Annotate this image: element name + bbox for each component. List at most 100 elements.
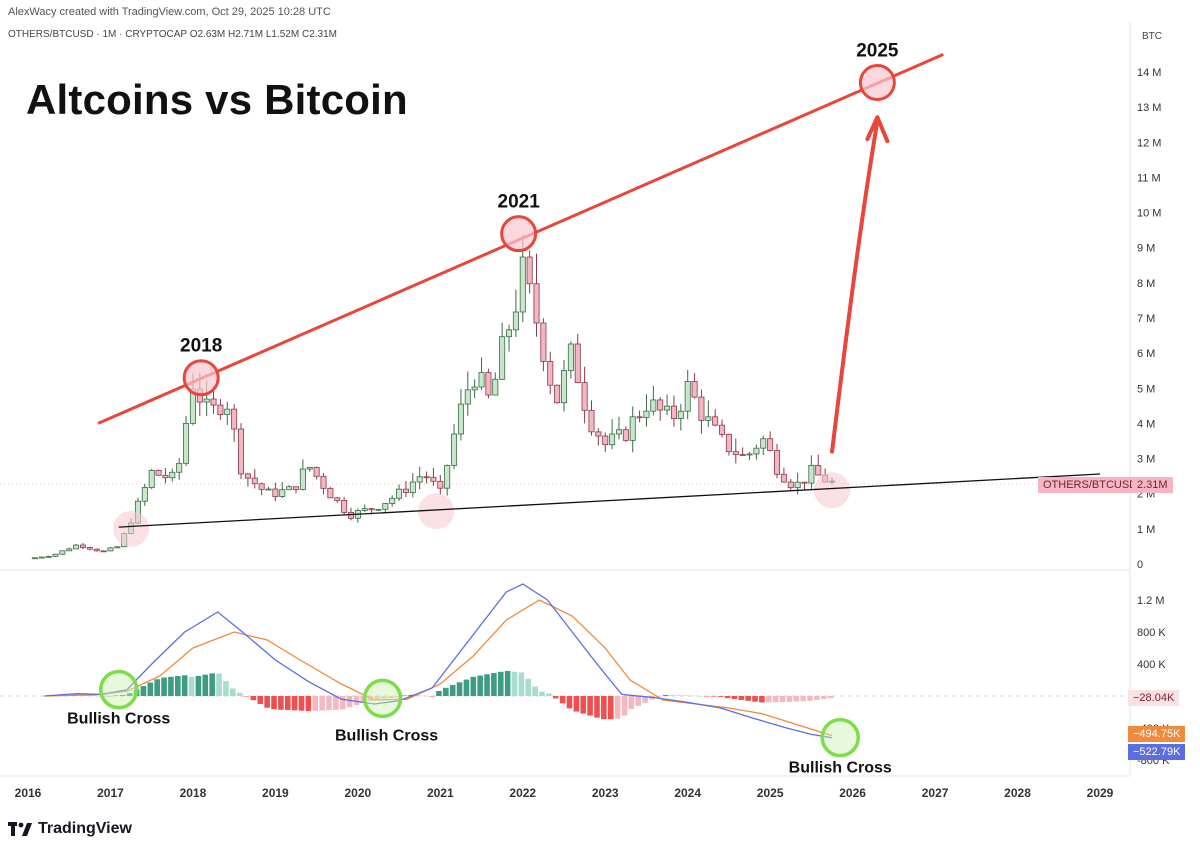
candle-body	[554, 384, 561, 404]
macd-histogram-bar	[394, 696, 401, 698]
macd-histogram-bar	[614, 696, 621, 719]
candle-body	[684, 381, 691, 412]
candle-body	[258, 483, 265, 490]
candle-body	[251, 477, 258, 485]
candle-body	[512, 311, 519, 331]
macd-histogram-bar	[717, 696, 724, 697]
macd-histogram-bar	[587, 696, 593, 716]
candle-body	[327, 487, 334, 499]
macd-histogram-bar	[202, 674, 209, 696]
macd-histogram-bar	[243, 696, 250, 697]
candle-body	[760, 438, 767, 449]
candle-body	[698, 396, 705, 421]
macd-histogram-bar	[140, 686, 147, 696]
candle-body	[574, 343, 581, 384]
support-touch-highlight	[814, 472, 850, 509]
candles-group	[31, 234, 836, 560]
macd-histogram-bar	[188, 676, 195, 696]
candle-body	[402, 488, 409, 493]
macd-histogram-bar	[786, 696, 793, 702]
price-axis-tick-label: 9 M	[1137, 243, 1155, 255]
macd-histogram-bar	[662, 694, 669, 696]
macd-histogram-bar	[326, 696, 332, 711]
candle-body	[396, 488, 403, 499]
macd-histogram-bar	[388, 696, 394, 699]
candle-body	[622, 429, 629, 441]
candle-body	[299, 468, 306, 490]
macd-histogram-bar	[284, 696, 291, 711]
macd-axis-tick-label: 800 K	[1137, 627, 1166, 639]
bullish-cross-annotation: Bullish Cross	[789, 760, 892, 777]
macd-histogram-bar	[738, 696, 745, 700]
candle-body	[437, 480, 444, 489]
candle-body	[753, 447, 760, 455]
candle-body	[801, 481, 808, 484]
candle-body	[471, 386, 478, 391]
price-axis-tick-label: 0	[1137, 559, 1143, 571]
candle-body	[506, 329, 513, 338]
macd-histogram-bar	[628, 696, 635, 710]
candle-body	[444, 464, 451, 489]
candle-body	[73, 544, 80, 550]
macd-histogram-bar	[511, 671, 518, 696]
time-axis-tick-label: 2029	[1087, 786, 1114, 800]
macd-histogram-bar	[381, 696, 387, 699]
candle-body	[210, 398, 217, 406]
candle-body	[719, 424, 726, 435]
macd-histogram-bar	[271, 696, 277, 710]
candle-body	[320, 475, 327, 489]
candle-body	[66, 548, 73, 552]
macd-histogram-bar	[779, 696, 786, 703]
macd-histogram-bar	[216, 673, 222, 696]
candle-body	[808, 464, 815, 484]
candle-body	[609, 433, 616, 446]
macd-histogram-bar	[704, 696, 710, 697]
macd-histogram-bar	[305, 696, 312, 712]
macd-histogram-bar	[820, 696, 827, 700]
price-axis-tick-label: 7 M	[1137, 313, 1155, 325]
candle-body	[595, 431, 602, 437]
time-axis-tick-label: 2028	[1004, 786, 1031, 800]
macd-histogram-bar	[759, 696, 765, 703]
candle-body	[677, 410, 684, 419]
candle-body	[162, 474, 169, 479]
candle-body	[416, 476, 423, 483]
macd-histogram-bar	[683, 695, 690, 696]
candle-body	[767, 438, 774, 451]
macd-histogram-bar	[209, 673, 215, 696]
macd-histogram-bar	[772, 696, 779, 703]
tradingview-logo-icon	[8, 822, 32, 836]
macd-histogram-bar	[106, 695, 112, 697]
macd-histogram-group	[58, 670, 834, 720]
candle-body	[59, 550, 66, 555]
candle-body	[423, 476, 430, 479]
candle-body	[52, 553, 59, 557]
candle-body	[244, 473, 251, 479]
macd-histogram-bar	[814, 696, 820, 701]
projection-arrow	[830, 119, 880, 454]
macd-histogram-bar	[154, 679, 160, 696]
macd-histogram-bar	[463, 679, 470, 696]
candle-body	[492, 378, 499, 396]
candle-body	[615, 429, 622, 435]
candle-body	[107, 547, 114, 552]
macd-histogram-bar	[711, 696, 717, 697]
candle-body	[334, 497, 341, 501]
macd-axis-tick-label: 1.2 M	[1137, 595, 1165, 607]
candle-body	[774, 450, 781, 475]
last-price-value-tag: 2.31M	[1132, 477, 1173, 493]
price-axis-tick-label: 5 M	[1137, 383, 1155, 395]
macd-histogram-bar	[264, 696, 270, 708]
candle-body	[780, 473, 787, 483]
candle-body	[581, 382, 588, 411]
candle-body	[382, 503, 389, 510]
macd-histogram-bar	[113, 695, 119, 696]
macd-signal-value-tag: −494.75K	[1128, 726, 1186, 742]
candle-body	[636, 416, 643, 419]
candle-body	[670, 405, 677, 419]
macd-histogram-bar	[497, 671, 504, 696]
macd-histogram-bar	[120, 694, 126, 696]
bullish-cross-highlight-circle	[362, 678, 403, 719]
price-axis-tick-label: 11 M	[1137, 172, 1161, 184]
